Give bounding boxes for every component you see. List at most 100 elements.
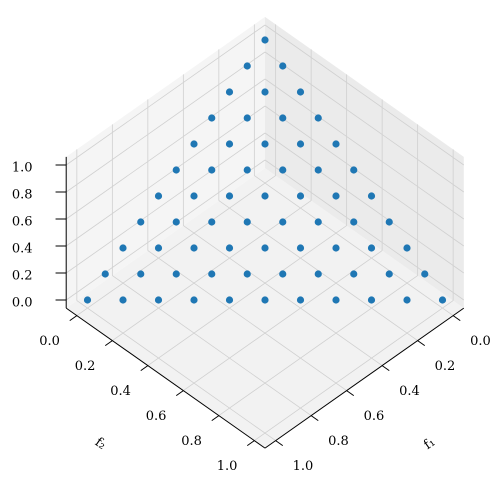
data-point (261, 296, 269, 304)
data-point (225, 244, 234, 252)
y-tick-label: 0.0 (39, 334, 60, 349)
data-point (367, 296, 376, 304)
data-point (296, 192, 305, 200)
data-point (208, 270, 216, 278)
data-point (367, 192, 376, 200)
data-point (279, 114, 287, 122)
y-tick-label: 0.4 (110, 384, 131, 399)
data-point (385, 218, 393, 226)
data-point (421, 270, 429, 278)
data-point (154, 192, 163, 200)
data-point (137, 270, 145, 278)
data-point (385, 270, 393, 278)
data-point (350, 270, 358, 278)
data-point (208, 166, 216, 174)
z-tick-label: 0.4 (12, 242, 33, 257)
grid-line (264, 132, 465, 274)
y-tick (246, 440, 255, 447)
data-point (279, 166, 287, 174)
data-point (296, 140, 305, 148)
grid-line (112, 275, 312, 416)
y-tick-label: 0.6 (146, 409, 167, 424)
data-point (243, 114, 251, 122)
x-axis-line (264, 307, 465, 449)
data-point (403, 244, 411, 252)
grid-line (65, 24, 266, 166)
data-point (279, 218, 287, 226)
y-tick (104, 340, 113, 347)
data-point (243, 218, 251, 226)
z-tick-label: 0.8 (12, 188, 33, 203)
x-tick-label: 0.6 (364, 409, 385, 424)
data-point (314, 218, 322, 226)
grid-line (147, 225, 347, 366)
data-point (438, 296, 447, 304)
grid-line (65, 159, 266, 301)
data-point (101, 270, 109, 278)
data-point (367, 244, 376, 252)
data-point (172, 218, 180, 226)
data-point (350, 166, 358, 174)
data-point (332, 296, 340, 304)
grid-line (254, 175, 454, 316)
grid-line (147, 250, 347, 391)
z-tick-label: 0.6 (12, 215, 33, 230)
data-point (225, 296, 234, 304)
data-point (190, 244, 198, 252)
grid-line (264, 24, 465, 166)
data-point (279, 62, 287, 70)
data-point (332, 140, 340, 148)
z-tick-label: 0.0 (12, 296, 33, 311)
data-point (296, 244, 305, 252)
data-point (154, 296, 163, 304)
grid-line (65, 78, 266, 220)
data-point (314, 114, 322, 122)
wall-pane (66, 16, 265, 309)
data-point (225, 140, 234, 148)
y-tick (140, 365, 149, 372)
data-point (296, 296, 305, 304)
grid-line (254, 300, 454, 441)
data-point (332, 192, 340, 200)
x-tick (346, 390, 355, 397)
grid-line (76, 300, 276, 441)
grid-line (264, 78, 465, 220)
y-tick-label: 0.2 (75, 359, 96, 374)
x-tick (310, 415, 319, 422)
data-point (119, 296, 127, 304)
data-point (208, 218, 216, 226)
data-point (261, 244, 269, 252)
x-tick-label: 0.0 (470, 334, 491, 349)
x-tick-label: 0.8 (328, 434, 349, 449)
z-tick-label: 1.0 (12, 161, 33, 176)
wall-pane (265, 16, 464, 309)
data-point (332, 244, 340, 252)
data-point (314, 270, 322, 278)
y-tick (69, 315, 78, 322)
grid-line (65, 51, 266, 193)
x-tick (452, 315, 461, 322)
data-point (225, 88, 234, 96)
data-point (137, 218, 145, 226)
data-point (261, 140, 269, 148)
x-tick (417, 340, 426, 347)
y-tick (211, 415, 220, 422)
z-tick-label: 0.2 (12, 269, 33, 284)
data-point (261, 36, 269, 44)
data-point (279, 270, 287, 278)
x-tick (275, 440, 284, 447)
data-point (403, 296, 411, 304)
y-tick-label: 0.8 (181, 434, 202, 449)
x-tick-label: 1.0 (293, 459, 314, 474)
data-point (243, 166, 251, 174)
data-point (314, 166, 322, 174)
grid-line (264, 51, 465, 193)
data-point (261, 88, 269, 96)
data-point (190, 140, 198, 148)
data-point (154, 244, 163, 252)
y-tick (175, 390, 184, 397)
grid-line (183, 250, 383, 391)
y-axis-line (65, 307, 266, 449)
data-point (225, 192, 234, 200)
x-axis-label: f₁ (421, 435, 438, 453)
